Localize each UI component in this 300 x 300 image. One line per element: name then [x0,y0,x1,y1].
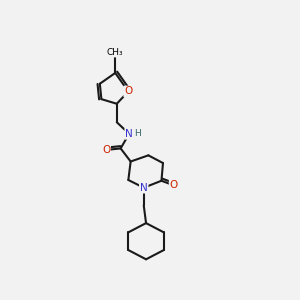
Text: O: O [124,86,133,96]
Text: O: O [102,145,110,155]
Text: N: N [140,183,148,193]
Text: N: N [125,129,133,139]
Text: O: O [169,180,178,190]
Text: CH₃: CH₃ [107,48,124,57]
Text: H: H [134,128,141,137]
